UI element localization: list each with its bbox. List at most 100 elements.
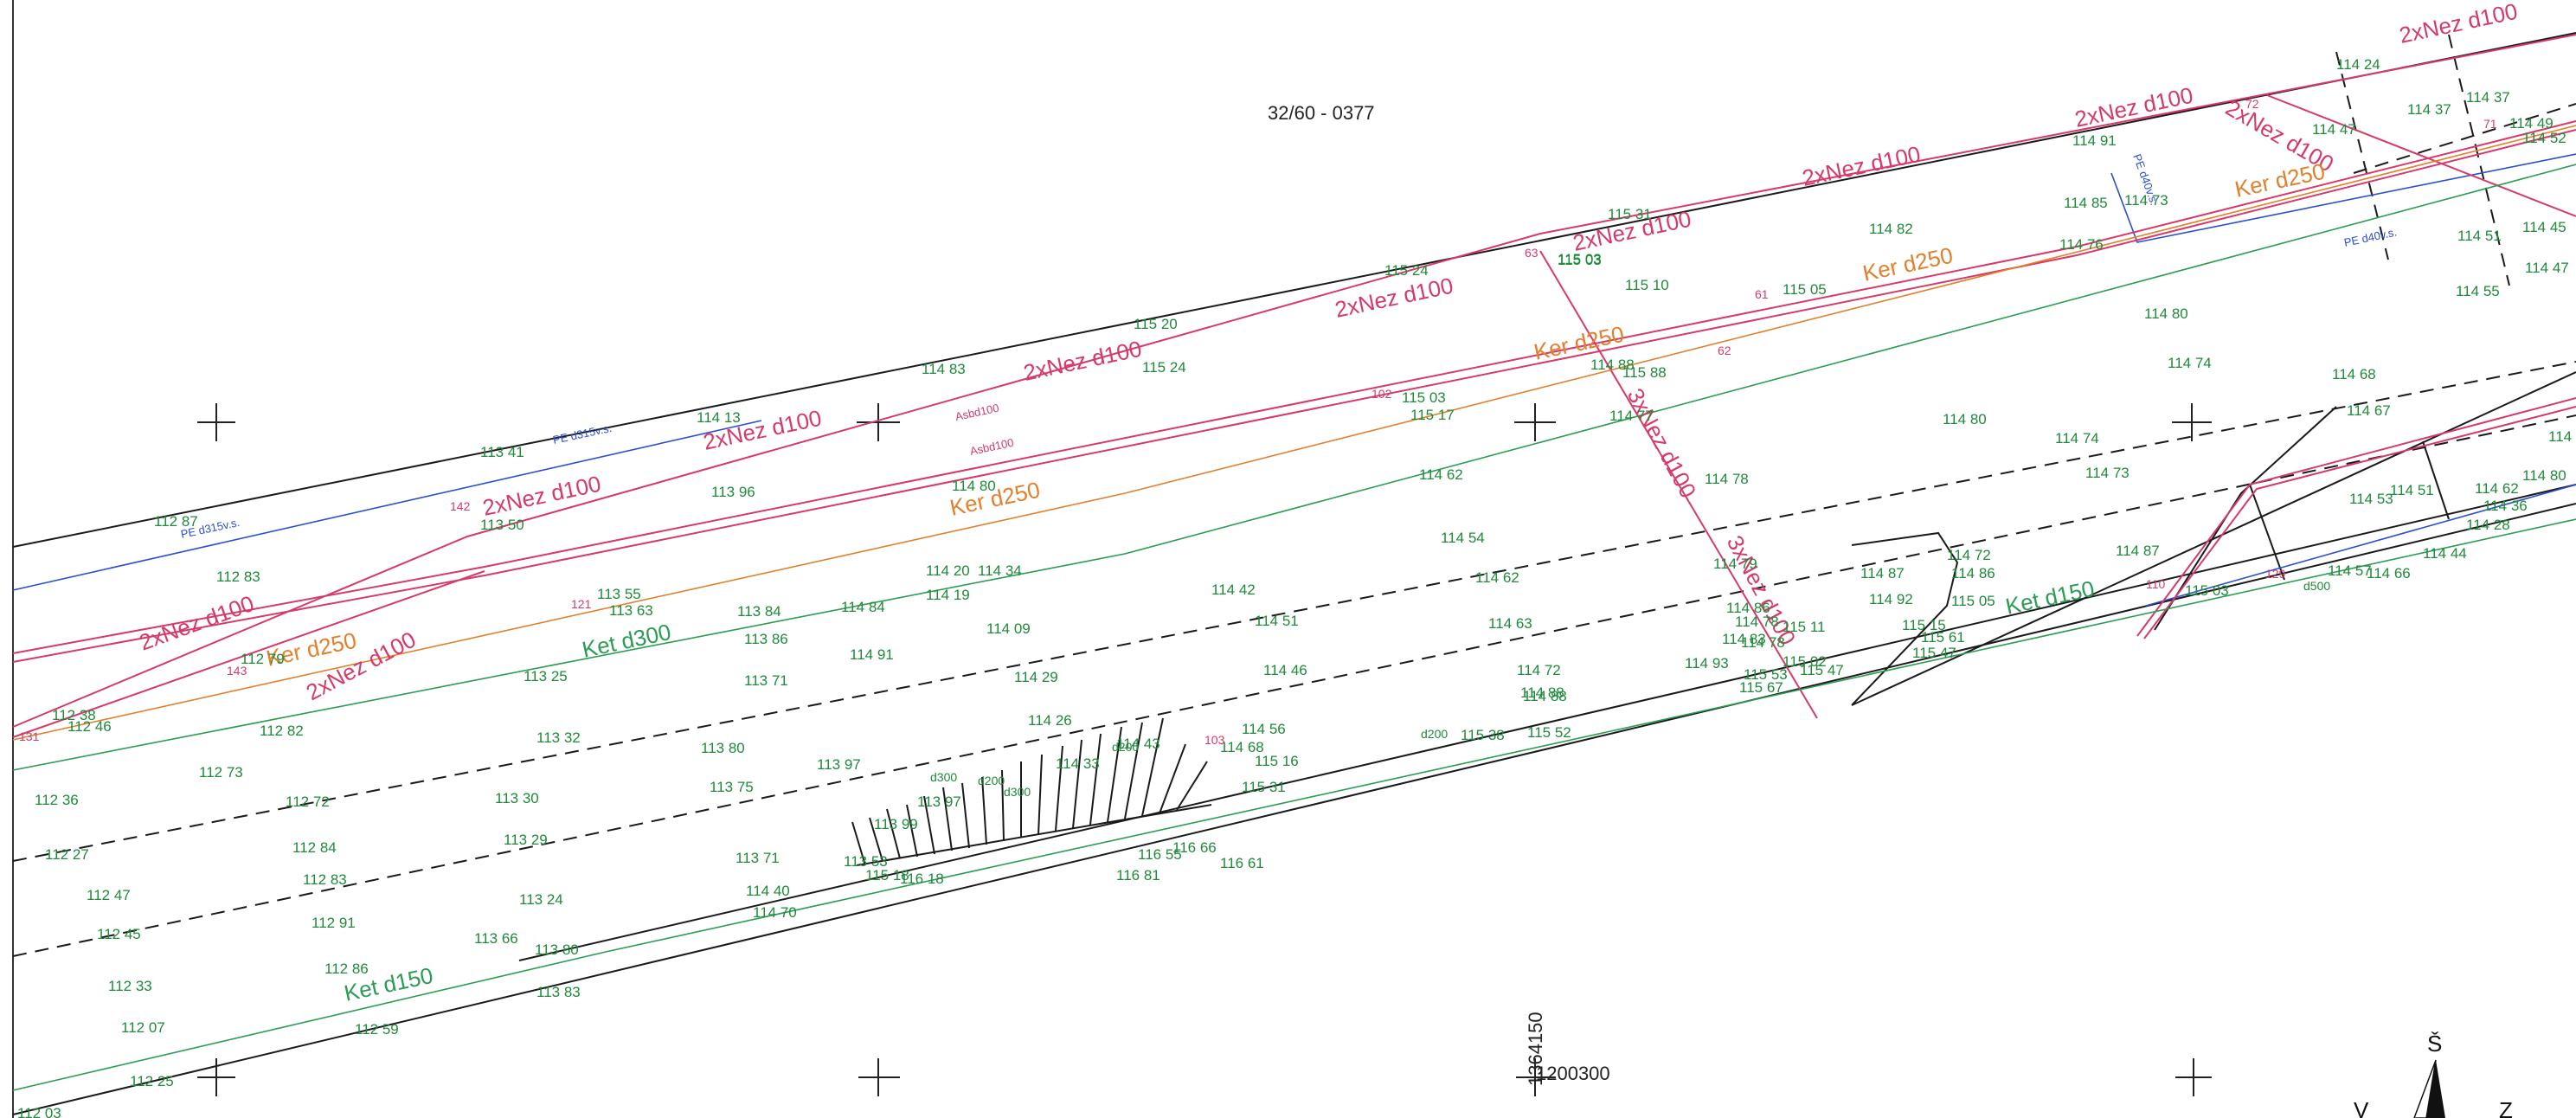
- elevation-label: 114 87: [2116, 543, 2160, 559]
- elevation-label: 114 51: [1255, 613, 1299, 629]
- elevation-label: 112 46: [67, 718, 112, 735]
- grid-cross: [197, 403, 235, 441]
- elevation-label: 114 28: [2466, 517, 2510, 533]
- point-number: 129: [2265, 567, 2286, 581]
- elevation-label: 114 37: [2407, 101, 2451, 118]
- point-number: 110: [2146, 577, 2166, 591]
- elevation-label: 112 83: [216, 569, 260, 585]
- embankment-hatch: [851, 717, 1212, 866]
- elevation-label: 114 36: [2483, 498, 2528, 514]
- elevation-label: 114 55: [2456, 283, 2500, 299]
- grid-label-x: 1200300: [1536, 1063, 1610, 1084]
- elevation-label: 115 88: [1622, 364, 1667, 381]
- elevation-label: 112 87: [154, 513, 198, 530]
- elevation-label: 114 83: [922, 361, 966, 377]
- utility-label: PE d40v.s.: [2343, 225, 2399, 249]
- elevation-label: 112 86: [324, 961, 369, 977]
- elevation-label: 115 47: [1912, 645, 1956, 661]
- grid-cross: [2172, 403, 2212, 441]
- grid-cross: [2175, 1058, 2212, 1096]
- elevation-label: 114 80: [1943, 411, 1987, 427]
- point-number: 102: [1372, 387, 1392, 401]
- elevation-label: 115 03: [1558, 252, 1602, 268]
- elevation-label: 115 05: [1783, 281, 1827, 298]
- elevation-label: 114 84: [841, 599, 885, 615]
- grid-cross: [857, 403, 900, 441]
- elevation-label: 112 38: [52, 707, 96, 723]
- elevation-label: 113 80: [701, 740, 745, 756]
- point-numbers: 142 143 131 121 102 103 62 63 61 72 110 129 71: [19, 97, 2497, 747]
- elevation-label: 115 24: [1384, 262, 1429, 279]
- water-pipe-2: [12, 129, 2576, 663]
- elevation-label: 114 72: [1947, 547, 1991, 563]
- elevation-label: 114 68: [2332, 366, 2376, 382]
- elevation-label: 113 97: [917, 794, 961, 810]
- elevation-label: 114 67: [2347, 402, 2391, 419]
- point-number: 143: [227, 664, 247, 678]
- ker-sewer-lines: [12, 125, 2576, 741]
- elevation-label: 114 88: [1523, 688, 1567, 704]
- elevation-label: 115 05: [1951, 593, 1995, 609]
- elevation-label: 114 73: [2085, 465, 2130, 481]
- elevation-label: 114 91: [2072, 132, 2117, 149]
- elevation-label: 114 62: [1475, 569, 1519, 586]
- elevation-label: 114 91: [850, 646, 894, 663]
- point-number: 71: [2483, 117, 2497, 131]
- elevation-label: 114 53: [2349, 491, 2393, 507]
- elevation-label: 115 15: [1902, 617, 1946, 633]
- elevation-label: 114 47: [2525, 260, 2569, 276]
- elevation-label: 113 75: [710, 779, 754, 795]
- grid-cross: [858, 1058, 900, 1096]
- elevation-label: 113 84: [737, 603, 781, 620]
- elevation-label: 114 13: [697, 409, 741, 426]
- elevation-label: 114 87: [1860, 565, 1905, 581]
- utility-label: PE d315v.s.: [552, 421, 613, 447]
- inner-plot: [1851, 531, 1959, 706]
- diameter-tag: d200: [1112, 740, 1139, 754]
- elevation-label: 114 70: [753, 904, 797, 921]
- elevation-label: 114 19: [926, 587, 970, 603]
- elevation-label: 113 83: [536, 984, 581, 1000]
- elevation-label: 116 55: [1138, 846, 1182, 863]
- utility-label: 2xNez d100: [2397, 0, 2520, 48]
- water-pipe-east-1: [2136, 397, 2576, 637]
- elevation-label: 112 45: [97, 926, 141, 942]
- elevation-label: 114 09: [986, 620, 1031, 637]
- water-lines: [12, 34, 2576, 738]
- elevation-label: 114 80: [2144, 305, 2188, 322]
- elevation-label: 114 26: [1028, 712, 1072, 729]
- elevation-label: 115 52: [1527, 724, 1571, 741]
- elevation-label: 114 49: [2509, 115, 2554, 132]
- elevation-label: 112 73: [199, 764, 243, 781]
- elevation-label: 112 82: [260, 723, 304, 739]
- elevation-label: 115 53: [1744, 666, 1788, 683]
- elevation-label: 116 61: [1220, 855, 1264, 871]
- elevation-label: 114 63: [1488, 615, 1532, 632]
- elevation-label: 112 84: [292, 839, 337, 856]
- gas-lines: [12, 153, 2576, 607]
- elevation-label: 115 03: [1558, 251, 1602, 267]
- diameter-tag: d200: [978, 774, 1005, 787]
- junction-outline: [2154, 406, 2450, 631]
- elevation-label: 112 36: [35, 792, 79, 808]
- point-number: 121: [571, 597, 592, 611]
- road-edges: [12, 32, 2576, 1115]
- point-number: 131: [19, 729, 40, 743]
- elevation-label: 114 20: [926, 562, 970, 579]
- elevation-label: 114 92: [1869, 591, 1913, 607]
- elevation-label: 115 11: [1783, 619, 1825, 635]
- elevation-label: 113 97: [817, 756, 861, 773]
- elevation-label: 112 72: [286, 794, 330, 810]
- elevation-label: 114 73: [2124, 192, 2168, 209]
- diameter-tag: d300: [930, 770, 957, 784]
- elevation-label: 114 51: [2457, 228, 2502, 244]
- elevation-label: 114 72: [1517, 662, 1561, 678]
- elevation-label: 114 24: [2336, 56, 2380, 73]
- elevation-label: 114 62: [1419, 466, 1463, 483]
- sheet-number: 32/60 - 0377: [1268, 102, 1375, 124]
- elevation-label: 114 45: [2522, 219, 2566, 235]
- elevation-label: 114 47: [2312, 121, 2356, 138]
- elevation-label: 114 74: [2055, 430, 2099, 447]
- elevation-label: 115 03: [2185, 582, 2229, 599]
- elevation-label: 114 52: [2522, 130, 2566, 146]
